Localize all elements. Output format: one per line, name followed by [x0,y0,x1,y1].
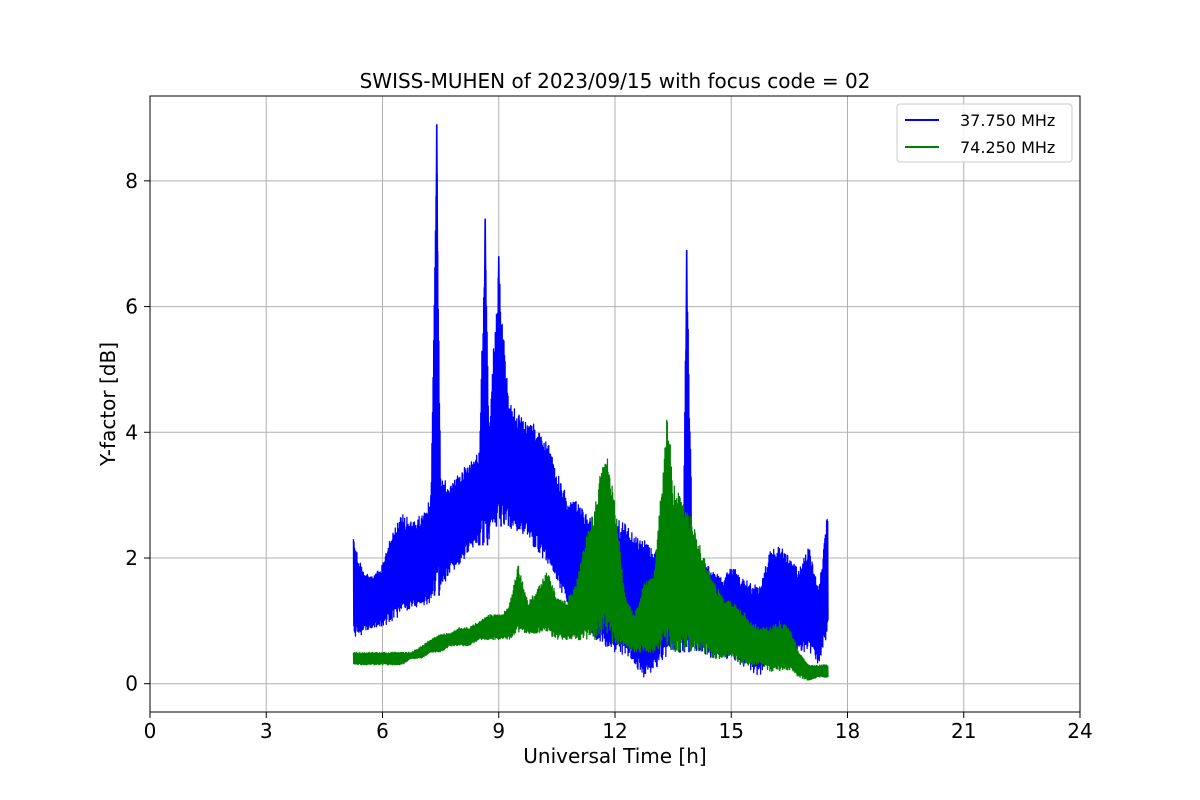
x-tick-label: 9 [492,719,505,743]
x-tick-label: 12 [602,719,627,743]
y-tick-label: 2 [125,546,138,570]
y-tick-label: 6 [125,295,138,319]
chart-title: SWISS-MUHEN of 2023/09/15 with focus cod… [360,69,871,93]
legend-label-37750: 37.750 MHz [960,111,1055,130]
legend-box [896,103,1073,163]
x-axis-label: Universal Time [h] [523,744,706,768]
x-tick-label: 18 [835,719,860,743]
y-ticks: 0 2 4 6 8 [125,169,150,696]
y-axis-label: Y-factor [dB] [96,342,120,467]
legend: 37.750 MHz 74.250 MHz [896,103,1073,163]
grid [149,96,1081,712]
x-tick-label: 24 [1067,719,1092,743]
x-tick-label: 0 [144,719,157,743]
x-ticks: 0 3 6 9 12 15 18 21 24 [144,712,1093,743]
x-tick-label: 15 [719,719,744,743]
y-tick-label: 4 [125,420,138,444]
x-tick-label: 3 [260,719,273,743]
series-layer [352,124,829,681]
y-tick-label: 0 [125,672,138,696]
y-tick-label: 8 [125,169,138,193]
x-tick-label: 21 [951,719,976,743]
series-line-74250 [352,419,829,681]
x-tick-label: 6 [376,719,389,743]
legend-label-74250: 74.250 MHz [960,138,1055,157]
